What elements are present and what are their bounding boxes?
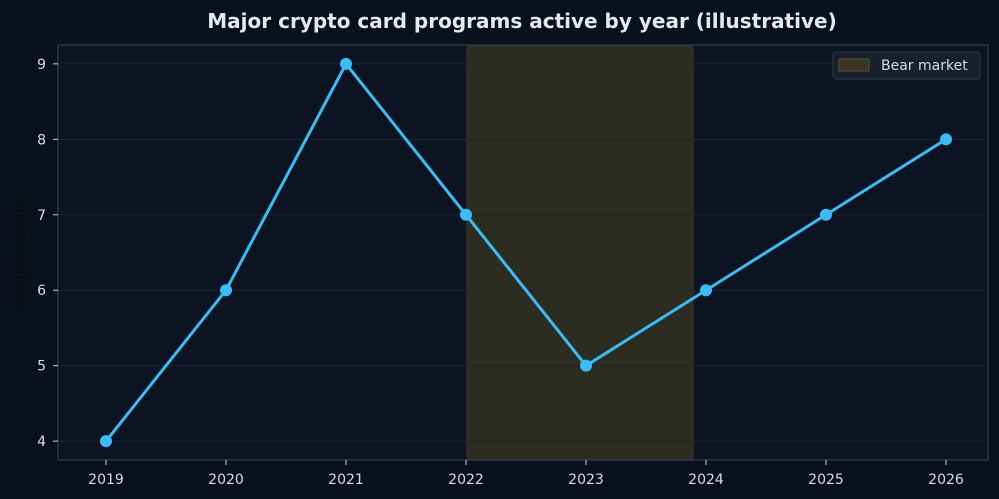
x-tick-label: 2020 (208, 472, 244, 488)
data-point (340, 57, 352, 70)
axes: 4 5 6 7 8 9 2019 2020 2021 2022 2023 2024 2025 2026 (37, 44, 989, 488)
chart-title: Major crypto card programs active by yea… (207, 9, 836, 33)
data-point (460, 208, 472, 221)
y-tick-label: 6 (37, 283, 46, 299)
legend-swatch-bear-market (838, 58, 870, 72)
series-line (104, 62, 948, 443)
data-point (940, 133, 952, 146)
y-tick-label: 5 (37, 359, 46, 375)
y-tick-label: 8 (37, 132, 46, 148)
y-axis-label: Program count (11, 198, 29, 308)
legend: Bear market (832, 51, 981, 80)
series-layer (100, 57, 952, 448)
y-tick-label: 9 (37, 57, 46, 73)
y-tick-label: 7 (37, 208, 46, 224)
data-point (220, 284, 232, 297)
bear-market-region (466, 45, 694, 460)
data-point (700, 284, 712, 297)
x-tick-label: 2025 (808, 472, 844, 488)
legend-label-bear-market: Bear market (881, 58, 968, 74)
data-point (580, 359, 592, 372)
x-tick-label: 2026 (928, 472, 964, 488)
x-tick-label: 2021 (328, 472, 364, 488)
x-tick-label: 2019 (88, 472, 124, 488)
x-tick-label: 2024 (688, 472, 724, 488)
x-tick-label: 2022 (448, 472, 484, 488)
y-tick-label: 4 (37, 434, 46, 450)
x-tick-label: 2023 (568, 472, 604, 488)
shaded-regions (466, 45, 694, 460)
data-point (100, 435, 112, 448)
legend-box (832, 51, 981, 80)
axes-frame (57, 44, 989, 461)
data-point (820, 208, 832, 221)
